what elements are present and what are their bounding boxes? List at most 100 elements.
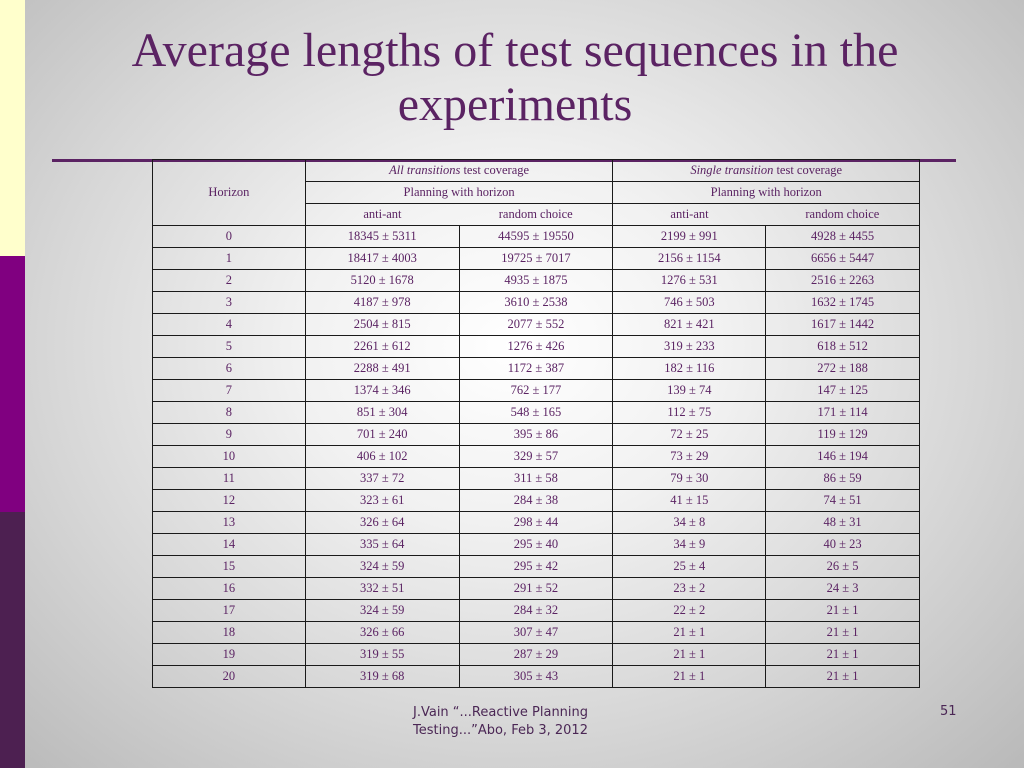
accent-strip-yellow bbox=[0, 0, 25, 256]
table-cell: 295 ± 42 bbox=[458, 555, 614, 578]
table-cell: 48 ± 31 bbox=[765, 511, 920, 534]
table-row: 9 701 ± 240 395 ± 86 72 ± 25 119 ± 129 bbox=[152, 423, 920, 446]
horizon-cell: 9 bbox=[152, 423, 306, 446]
horizon-cell: 0 bbox=[152, 225, 306, 248]
table-cell: 21 ± 1 bbox=[765, 599, 920, 622]
table-row: 10 406 ± 102 329 ± 57 73 ± 29 146 ± 194 bbox=[152, 445, 920, 468]
horizon-cell: 3 bbox=[152, 291, 306, 314]
table-row: 18 326 ± 66 307 ± 47 21 ± 1 21 ± 1 bbox=[152, 621, 920, 644]
horizon-cell: 19 bbox=[152, 643, 306, 666]
table-cell: 44595 ± 19550 bbox=[458, 225, 614, 248]
table-cell: 319 ± 55 bbox=[304, 643, 460, 666]
table-row: 19 319 ± 55 287 ± 29 21 ± 1 21 ± 1 bbox=[152, 643, 920, 666]
table-cell: 34 ± 8 bbox=[612, 511, 767, 534]
table-cell: 332 ± 51 bbox=[304, 577, 460, 600]
table-cell: 319 ± 233 bbox=[612, 335, 767, 358]
table-cell: 324 ± 59 bbox=[304, 555, 460, 578]
group-header-rest: test coverage bbox=[460, 163, 530, 177]
table-cell: 326 ± 66 bbox=[304, 621, 460, 644]
table-cell: 21 ± 1 bbox=[765, 643, 920, 666]
table-cell: 2516 ± 2263 bbox=[765, 269, 920, 292]
group-header-italic: Single transition bbox=[690, 163, 774, 177]
table-cell: 335 ± 64 bbox=[304, 533, 460, 556]
table-cell: 6656 ± 5447 bbox=[765, 247, 920, 270]
table-row: 17 324 ± 59 284 ± 32 22 ± 2 21 ± 1 bbox=[152, 599, 920, 622]
table-cell: 24 ± 3 bbox=[765, 577, 920, 600]
horizon-cell: 12 bbox=[152, 489, 306, 512]
horizon-cell: 4 bbox=[152, 313, 306, 336]
table-cell: 21 ± 1 bbox=[765, 621, 920, 644]
table-cell: 22 ± 2 bbox=[612, 599, 767, 622]
table-cell: 72 ± 25 bbox=[612, 423, 767, 446]
table-cell: 295 ± 40 bbox=[458, 533, 614, 556]
table-row: 3 4187 ± 978 3610 ± 2538 746 ± 503 1632 ± 17… bbox=[152, 291, 920, 314]
table-cell: 73 ± 29 bbox=[612, 445, 767, 468]
slide-title: Average lengths of test sequences in the… bbox=[131, 24, 899, 131]
horizon-cell: 7 bbox=[152, 379, 306, 402]
table-row: 16 332 ± 51 291 ± 52 23 ± 2 24 ± 3 bbox=[152, 577, 920, 600]
table-row: 5 2261 ± 612 1276 ± 426 319 ± 233 618 ± 512 bbox=[152, 335, 920, 358]
table-cell: 618 ± 512 bbox=[765, 335, 920, 358]
horizon-cell: 2 bbox=[152, 269, 306, 292]
accent-strip-dark bbox=[0, 512, 25, 768]
horizon-cell: 5 bbox=[152, 335, 306, 358]
table-cell: 821 ± 421 bbox=[612, 313, 767, 336]
table-cell: 119 ± 129 bbox=[765, 423, 920, 446]
table-cell: 139 ± 74 bbox=[612, 379, 767, 402]
table-row: 13 326 ± 64 298 ± 44 34 ± 8 48 ± 31 bbox=[152, 511, 920, 534]
horizon-cell: 10 bbox=[152, 445, 306, 468]
table-cell: 272 ± 188 bbox=[765, 357, 920, 380]
table-cell: 326 ± 64 bbox=[304, 511, 460, 534]
table-cell: 4187 ± 978 bbox=[304, 291, 460, 314]
table-cell: 74 ± 51 bbox=[765, 489, 920, 512]
table-cell: 307 ± 47 bbox=[458, 621, 614, 644]
table-row: 14 335 ± 64 295 ± 40 34 ± 9 40 ± 23 bbox=[152, 533, 920, 556]
table-cell: 3610 ± 2538 bbox=[458, 291, 614, 314]
page-number: 51 bbox=[940, 704, 957, 719]
horizon-header: Horizon bbox=[152, 159, 306, 226]
col-header-anti-ant: anti-ant bbox=[612, 203, 766, 226]
table-cell: 851 ± 304 bbox=[304, 401, 460, 424]
accent-strip-purple bbox=[0, 256, 25, 512]
table-cell: 337 ± 72 bbox=[304, 467, 460, 490]
table-cell: 21 ± 1 bbox=[612, 665, 767, 688]
table-cell: 291 ± 52 bbox=[458, 577, 614, 600]
table-cell: 86 ± 59 bbox=[765, 467, 920, 490]
col-header-random-choice: random choice bbox=[459, 203, 614, 226]
table-cell: 19725 ± 7017 bbox=[458, 247, 614, 270]
col-header-random-choice: random choice bbox=[765, 203, 920, 226]
table-cell: 21 ± 1 bbox=[765, 665, 920, 688]
horizon-cell: 17 bbox=[152, 599, 306, 622]
table-cell: 329 ± 57 bbox=[458, 445, 614, 468]
table-cell: 1172 ± 387 bbox=[458, 357, 614, 380]
table-cell: 406 ± 102 bbox=[304, 445, 460, 468]
results-table: Horizon All transitions test coverage Si… bbox=[152, 159, 920, 688]
table-row: 2 5120 ± 1678 4935 ± 1875 1276 ± 531 2516 ± … bbox=[152, 269, 920, 292]
horizon-cell: 13 bbox=[152, 511, 306, 534]
table-cell: 298 ± 44 bbox=[458, 511, 614, 534]
table-row: 12 323 ± 61 284 ± 38 41 ± 15 74 ± 51 bbox=[152, 489, 920, 512]
table-cell: 21 ± 1 bbox=[612, 643, 767, 666]
horizon-cell: 18 bbox=[152, 621, 306, 644]
table-cell: 319 ± 68 bbox=[304, 665, 460, 688]
group-header-rest: test coverage bbox=[773, 163, 843, 177]
table-cell: 1374 ± 346 bbox=[304, 379, 460, 402]
table-cell: 18345 ± 5311 bbox=[304, 225, 460, 248]
horizon-cell: 1 bbox=[152, 247, 306, 270]
table-row: 4 2504 ± 815 2077 ± 552 821 ± 421 1617 ± 144… bbox=[152, 313, 920, 336]
table-cell: 324 ± 59 bbox=[304, 599, 460, 622]
table-cell: 1617 ± 1442 bbox=[765, 313, 920, 336]
table-cell: 4935 ± 1875 bbox=[458, 269, 614, 292]
table-cell: 2199 ± 991 bbox=[612, 225, 767, 248]
table-row: 6 2288 ± 491 1172 ± 387 182 ± 116 272 ± 188 bbox=[152, 357, 920, 380]
horizon-cell: 14 bbox=[152, 533, 306, 556]
table-cell: 287 ± 29 bbox=[458, 643, 614, 666]
table-cell: 2077 ± 552 bbox=[458, 313, 614, 336]
table-cell: 182 ± 116 bbox=[612, 357, 767, 380]
table-cell: 26 ± 5 bbox=[765, 555, 920, 578]
table-row: 11 337 ± 72 311 ± 58 79 ± 30 86 ± 59 bbox=[152, 467, 920, 490]
table-row: 15 324 ± 59 295 ± 42 25 ± 4 26 ± 5 bbox=[152, 555, 920, 578]
table-cell: 746 ± 503 bbox=[612, 291, 767, 314]
table-cell: 2261 ± 612 bbox=[304, 335, 460, 358]
table-cell: 1276 ± 531 bbox=[612, 269, 767, 292]
